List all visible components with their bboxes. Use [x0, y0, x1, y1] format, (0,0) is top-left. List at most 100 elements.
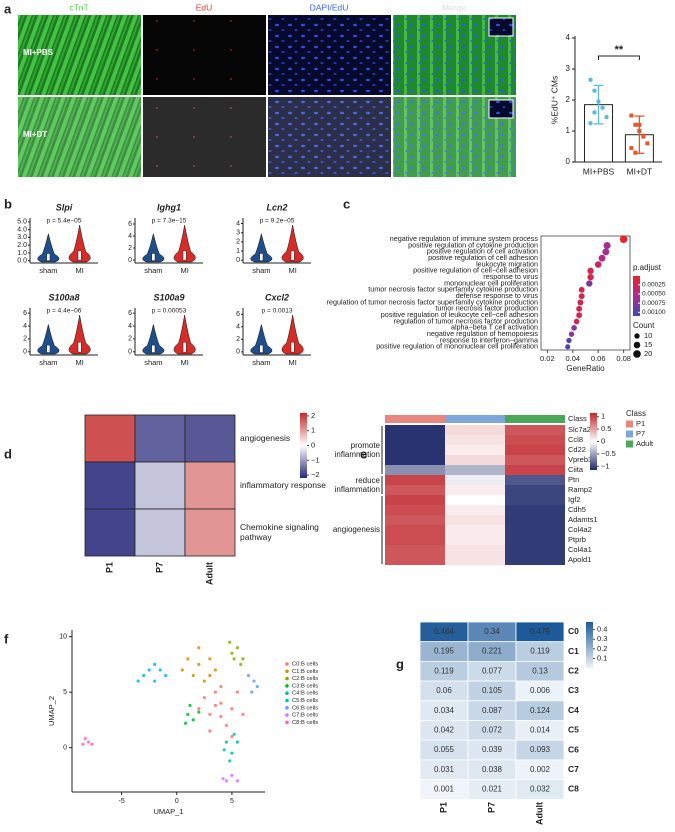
- row-label: Vpreb3: [568, 455, 592, 464]
- color-tick-label: −0.5: [601, 449, 616, 458]
- inset: [488, 17, 514, 37]
- x-tick-label: 0: [175, 798, 179, 805]
- dot: [586, 280, 593, 287]
- legend-swatch: [626, 440, 633, 448]
- violin-box: [259, 253, 264, 261]
- cell-value: 0.072: [482, 725, 503, 734]
- cell-point: [208, 657, 212, 661]
- p-value: p = 0.00053: [152, 308, 187, 315]
- heatmap-cell: [84, 461, 136, 510]
- row-label: Col4a1: [568, 545, 592, 554]
- column-label: Adult: [534, 802, 544, 825]
- legend-label: C7:B cells: [292, 713, 318, 719]
- heatmap-cell: [385, 485, 445, 495]
- heatmap-cell: [385, 525, 445, 535]
- term-label: negative regulation of immune system pro…: [390, 234, 539, 243]
- cell-value: 0.034: [434, 706, 455, 715]
- term-label: mononuclear cell proliferation: [444, 278, 538, 287]
- cell-value: 0.124: [530, 706, 551, 715]
- legend-marker: [285, 698, 289, 703]
- legend-label: C5:B cells: [292, 698, 318, 704]
- data-point: [592, 88, 597, 93]
- color-tick-label: −1: [601, 461, 610, 470]
- color-scale: [633, 276, 640, 316]
- y-axis-label: %EdU⁺ CMs: [549, 76, 559, 124]
- legend-label: C6:B cells: [292, 705, 318, 711]
- y-tick-label: 3.0: [17, 234, 27, 241]
- x-tick-label: sham: [39, 358, 57, 367]
- term-label: tumor necrosis factor production: [435, 304, 538, 313]
- cell-point: [213, 668, 217, 672]
- y-tick-label: 2: [128, 336, 132, 343]
- term-label: positive regulation of cytokine producti…: [408, 240, 538, 249]
- heatmap-cell: [445, 465, 505, 475]
- column-label: P7: [154, 562, 164, 573]
- cell-value: 0.093: [530, 745, 551, 754]
- color-tick-label: 0.2: [597, 644, 607, 653]
- dot: [578, 293, 585, 300]
- cell-value: 0.002: [530, 765, 551, 774]
- cell-point: [81, 742, 85, 746]
- violin-box: [259, 344, 264, 353]
- y-tick-label: 6: [128, 310, 132, 317]
- panel-label: a: [4, 1, 12, 16]
- y-tick-label: 3: [236, 230, 240, 237]
- color-tick-label: 1: [311, 426, 315, 435]
- data-point: [645, 141, 650, 146]
- y-tick-label: 0: [23, 349, 27, 356]
- term-label: positive regulation of cell adhesion: [428, 253, 538, 262]
- legend-label: C0:B cells: [292, 662, 318, 668]
- x-tick-label: 0.02: [540, 354, 555, 363]
- heatmap-cell: [445, 435, 505, 445]
- y-tick-label: 1: [236, 248, 240, 255]
- color-tick-label: −2: [311, 470, 320, 479]
- cell-point: [186, 712, 190, 716]
- panel-label: f: [4, 631, 9, 646]
- cell-value: 0.34: [484, 627, 500, 636]
- label-box: angiogenesis: [240, 433, 290, 443]
- heatmap-cell: [385, 545, 445, 555]
- heatmap-cell: [184, 414, 236, 463]
- plot-title: S100a9: [153, 292, 184, 302]
- data-point: [600, 105, 605, 110]
- term-label: positive regulation of cell activation: [427, 247, 538, 256]
- row-label: Ccl8: [568, 435, 583, 444]
- term-label: regulation of tumor necrosis factor supe…: [327, 297, 538, 306]
- plot-frame: [540, 235, 631, 351]
- color-tick-label: 0.00025: [642, 282, 666, 289]
- p-value: p = 7.3e−15: [152, 218, 187, 225]
- cell-point: [153, 679, 157, 683]
- heatmap-cell: [505, 515, 565, 525]
- cell-value: 0.039: [482, 745, 503, 754]
- term-label: leukocyte migration: [476, 259, 538, 268]
- dot: [619, 235, 628, 243]
- panel-label: g: [396, 656, 404, 671]
- y-tick-label: 4: [236, 324, 240, 331]
- row-label: Adamts1: [568, 515, 598, 524]
- label-box: reduce inflammation: [335, 476, 380, 494]
- heatmap-cell: [505, 555, 565, 565]
- significance: **: [615, 44, 624, 56]
- cell-point: [86, 740, 91, 744]
- violin: [37, 324, 60, 355]
- y-tick-label: 1: [566, 126, 571, 135]
- image-column-label: cTnT: [69, 2, 88, 12]
- heatmap-cell: [84, 508, 136, 557]
- violin-box: [151, 344, 156, 353]
- p-value: p = 0.0013: [262, 308, 293, 315]
- data-point: [604, 114, 609, 120]
- cell-value: 0.221: [482, 647, 503, 656]
- heatmap-cell: [385, 515, 445, 525]
- color-tick-label: 0: [601, 436, 605, 445]
- x-tick-label: MI: [75, 358, 83, 367]
- x-tick-label: sham: [144, 266, 162, 275]
- row-label: Ciita: [568, 465, 584, 474]
- column-label: P7: [486, 802, 496, 813]
- heatmap-cell: [385, 505, 445, 515]
- row-label: C4: [568, 705, 579, 715]
- cell-point: [224, 723, 228, 728]
- cell-value: 0.038: [482, 765, 503, 774]
- legend-label: C4:B cells: [292, 691, 318, 697]
- wrapped-label: promote inflammation: [334, 440, 380, 459]
- dot: [566, 337, 572, 344]
